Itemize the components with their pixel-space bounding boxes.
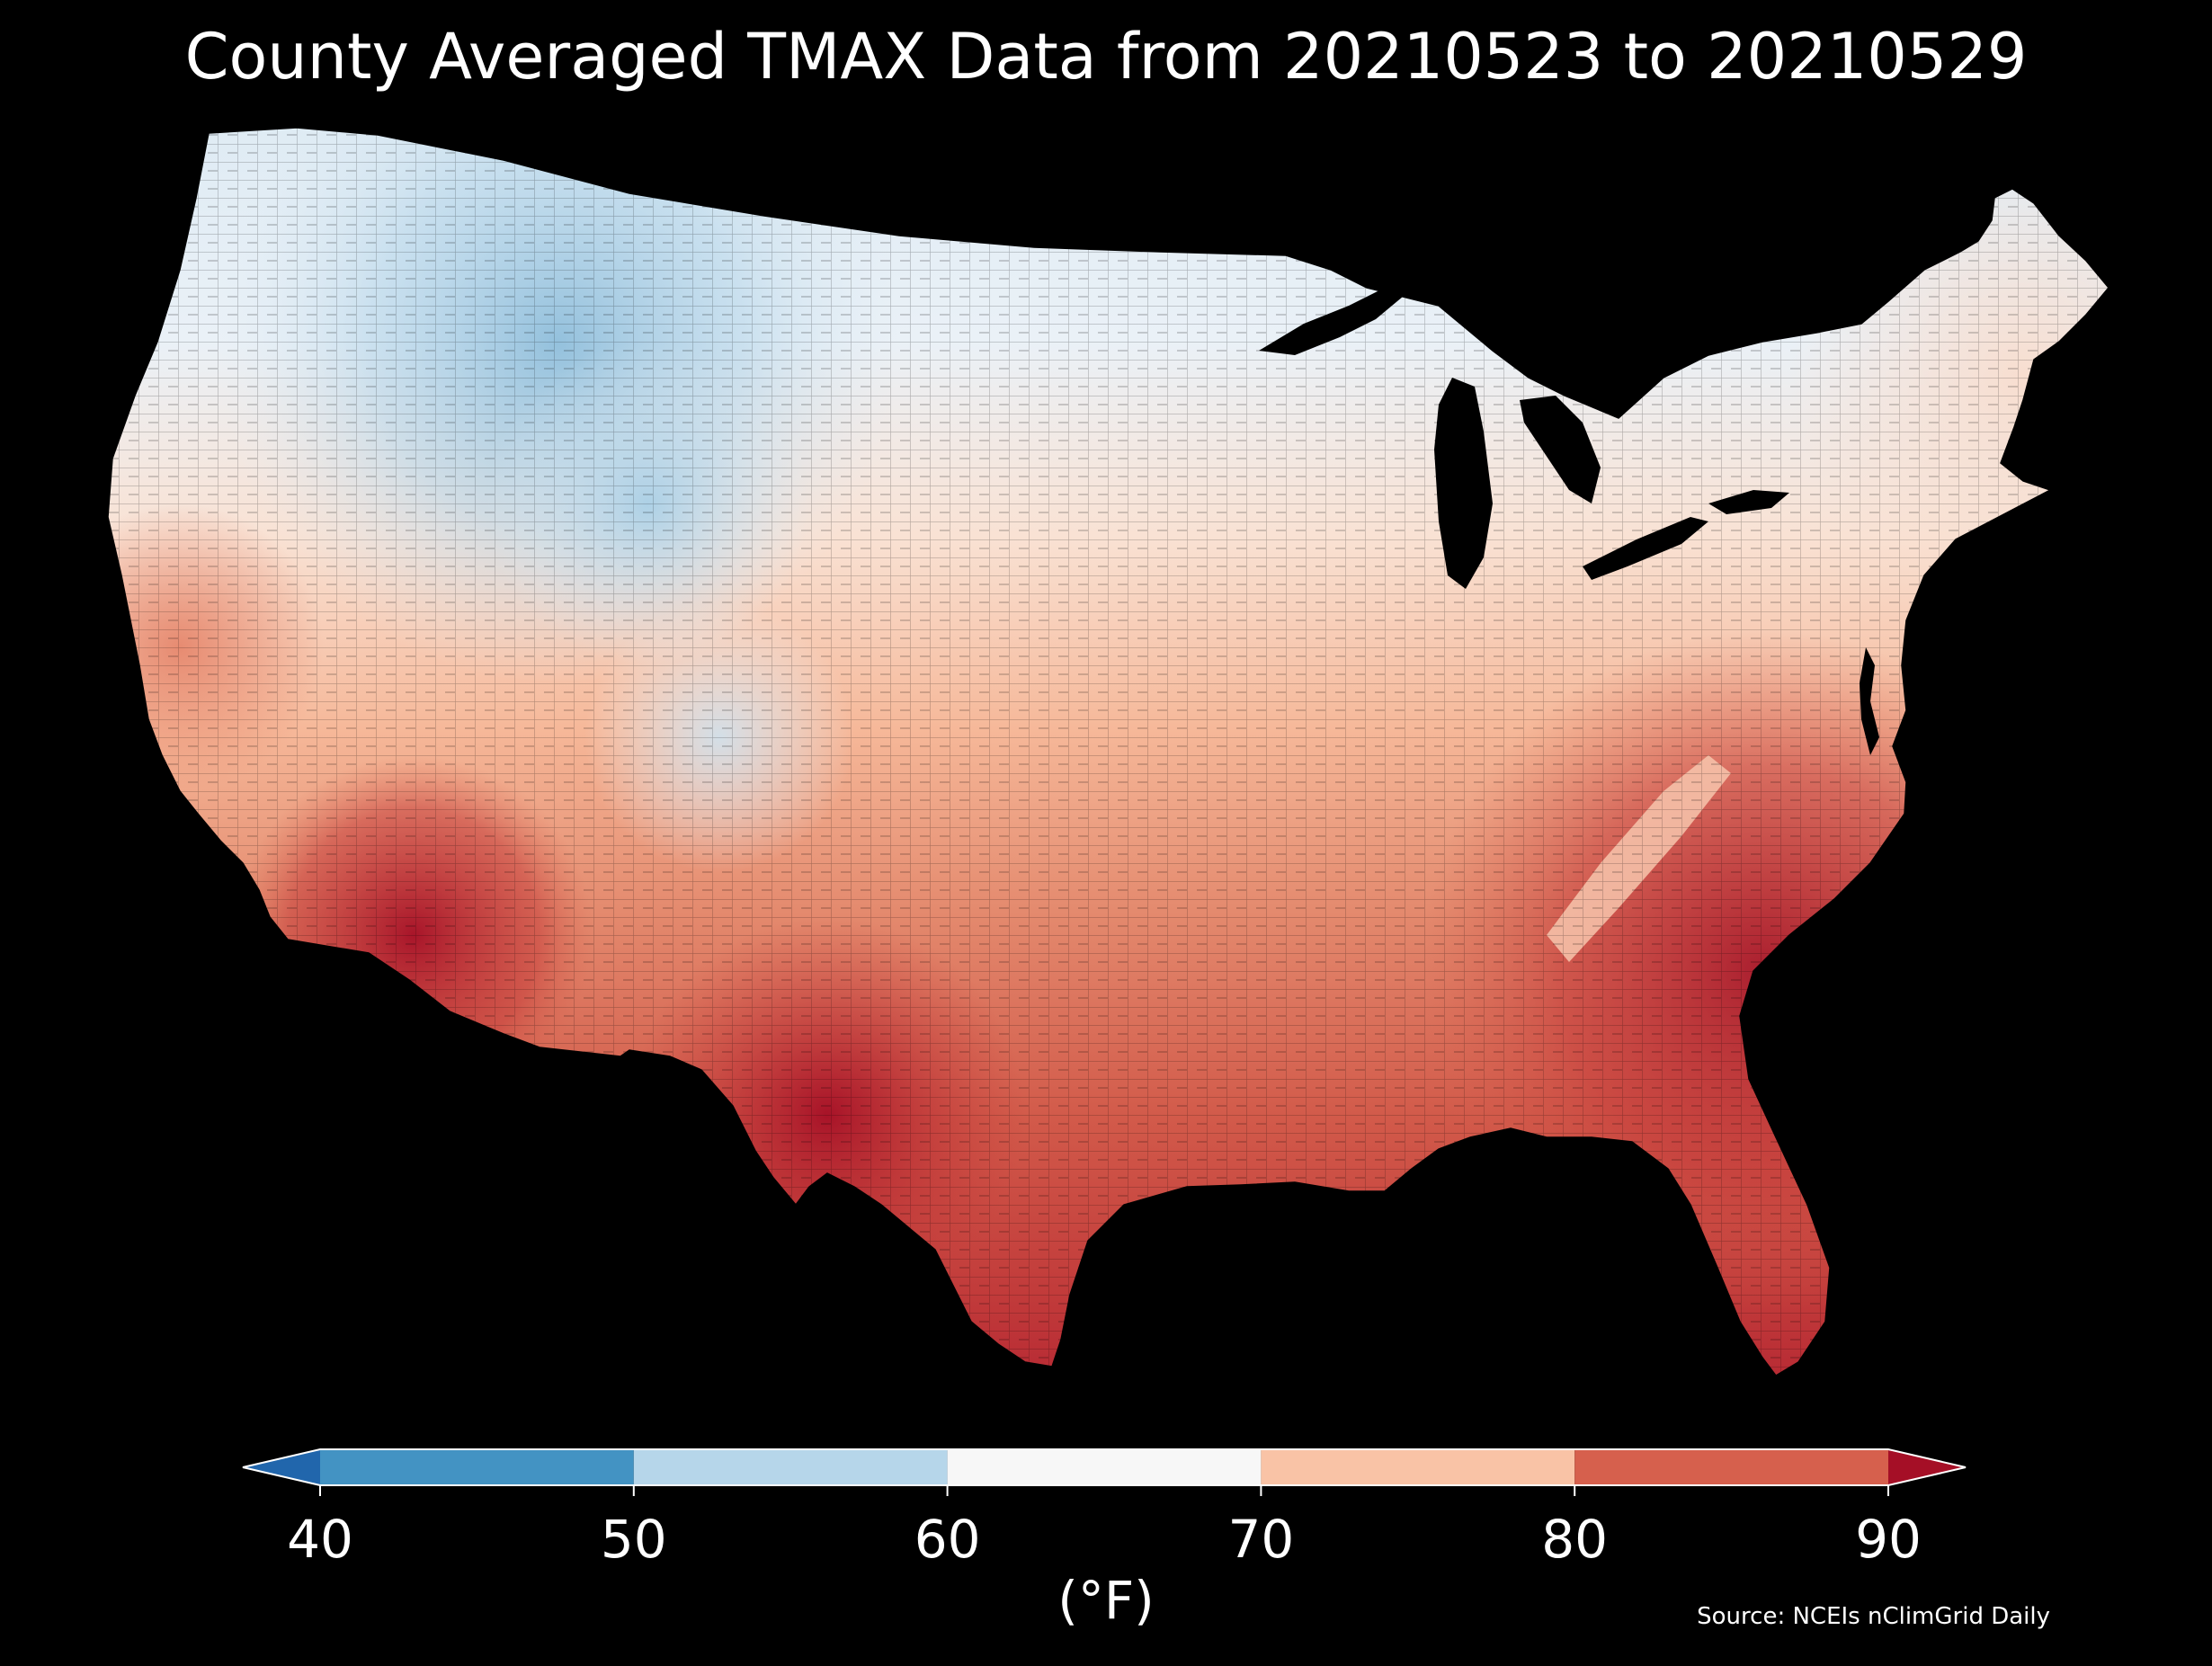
lake-michigan [1434, 378, 1493, 589]
great-lakes [1259, 274, 1789, 589]
lake-erie [1583, 517, 1708, 580]
colorbar-bin-3 [1261, 1449, 1575, 1485]
colorbar-bin-4 [1574, 1449, 1888, 1485]
colorbar-tick-label: 50 [601, 1509, 667, 1570]
colorbar-label: (°F) [1057, 1570, 1155, 1631]
colorbar-tick-label: 80 [1541, 1509, 1608, 1570]
lake-huron [1520, 396, 1601, 503]
source-note: Source: NCEIs nClimGrid Daily [1697, 1603, 2050, 1630]
colorbar-bin-0 [320, 1449, 634, 1485]
lake-ontario [1708, 490, 1789, 514]
colorbar-tick-label: 60 [914, 1509, 981, 1570]
colorbar-under-extension [243, 1449, 320, 1485]
colorbar-bin-2 [947, 1449, 1262, 1485]
colorbar-tick-label: 70 [1227, 1509, 1294, 1570]
map-title: County Averaged TMAX Data from 20210523 … [184, 20, 2028, 94]
lake-superior [1259, 274, 1412, 355]
colorbar-tick-label: 40 [287, 1509, 353, 1570]
colorbar-over-extension [1888, 1449, 1966, 1485]
colorbar-bin-1 [633, 1449, 948, 1485]
colorbar-tick-label: 90 [1855, 1509, 1922, 1570]
chesapeake-bay [1860, 647, 1879, 755]
